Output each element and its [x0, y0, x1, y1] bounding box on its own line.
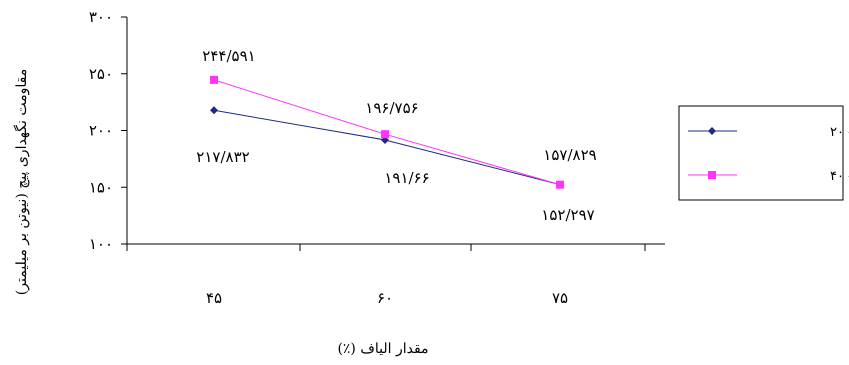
- y-tick-label: ۱۰۰: [89, 235, 113, 253]
- legend-marker-diamond: [708, 127, 716, 135]
- data-label: ۱۹۱/۶۶: [384, 169, 429, 187]
- data-label: ۲۱۷/۸۳۲: [196, 148, 249, 166]
- x-tick-label: ۷۵: [552, 289, 568, 307]
- y-tick-label: ۱۵۰: [89, 178, 113, 196]
- series-layer: [210, 75, 564, 189]
- data-point-diamond: [210, 106, 218, 115]
- data-point-square: [381, 130, 389, 139]
- y-tick-label: ۲۵۰: [89, 65, 113, 83]
- y-ticks: ۱۰۰ ۱۵۰ ۲۰۰ ۲۵۰ ۳۰۰: [89, 8, 127, 253]
- legend-box: [678, 105, 844, 201]
- data-label: ۱۵۲/۲۹۷: [541, 206, 594, 224]
- data-label: ۱۵۷/۸۲۹: [543, 146, 596, 164]
- legend-label: مش ۴۰ – ۲۰: [830, 125, 849, 140]
- y-axis-title: مقاومت نگهداری پیچ (نیوتن بر میلیمتر): [13, 69, 30, 295]
- data-point-square: [556, 180, 564, 189]
- data-label: ۲۴۴/۵۹۱: [202, 47, 255, 65]
- data-labels: ۲۱۷/۸۳۲ ۱۹۱/۶۶ ۱۵۷/۸۲۹ ۲۴۴/۵۹۱ ۱۹۶/۷۵۶ ۱۵۲/۲۹…: [196, 47, 596, 224]
- data-label: ۱۹۶/۷۵۶: [365, 99, 418, 117]
- x-tick-label: ۴۵: [206, 289, 222, 307]
- x-axis-title: مقدار الیاف (٪): [337, 341, 428, 357]
- legend-label: مش ۶۰ – ۴۰: [830, 169, 849, 184]
- data-point-square: [210, 75, 218, 84]
- y-tick-label: ۳۰۰: [89, 8, 113, 26]
- x-ticks: ۴۵ ۶۰ ۷۵: [126, 244, 646, 307]
- legend-marker-square: [708, 171, 716, 179]
- y-tick-label: ۲۰۰: [89, 122, 113, 140]
- legend: مش ۴۰ – ۲۰ مش ۶۰ – ۴۰: [678, 105, 849, 201]
- x-tick-label: ۶۰: [377, 289, 393, 307]
